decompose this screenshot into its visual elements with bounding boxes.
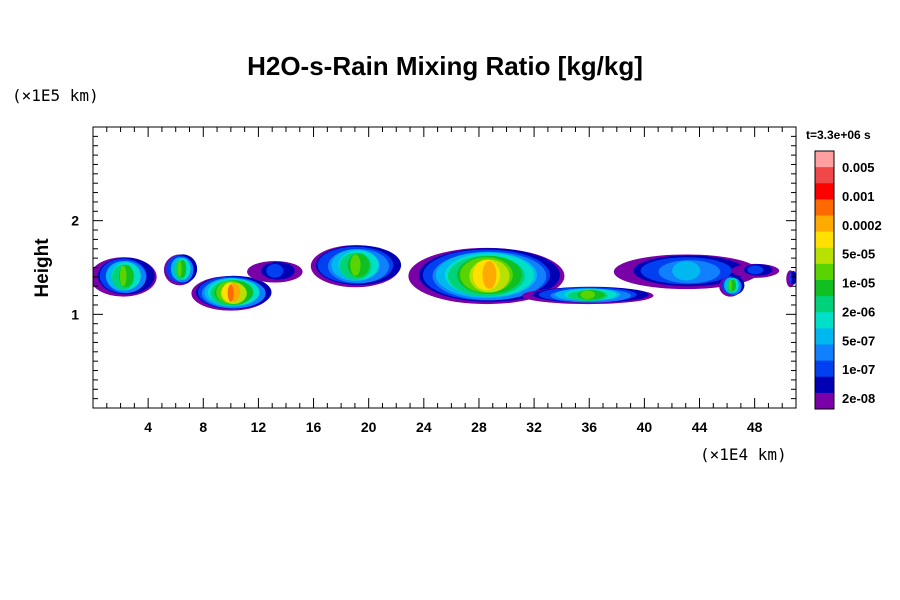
colorbar-label: 1e-05: [842, 276, 875, 291]
contour-level: [227, 284, 234, 302]
rain-region: [522, 286, 654, 305]
rain-field: [93, 245, 796, 311]
colorbar-label: 2e-06: [842, 304, 875, 319]
x-tick-label: 24: [416, 419, 432, 435]
contour-level: [177, 261, 182, 277]
contour-level: [482, 261, 497, 289]
colorbar-swatch: [815, 247, 834, 265]
x-tick-label: 16: [306, 419, 322, 435]
x-tick-label: 44: [692, 419, 708, 435]
colorbar-swatch: [815, 296, 834, 313]
colorbar-label: 5e-05: [842, 247, 875, 262]
contour-level: [672, 261, 701, 281]
y-axis-title: Height: [32, 238, 53, 298]
rain-region: [719, 275, 745, 297]
y-tick-label: 2: [71, 213, 79, 229]
colorbar-swatch: [815, 231, 834, 249]
colorbar-swatch: [815, 263, 834, 281]
colorbar-swatch: [815, 280, 834, 297]
colorbar-label: 0.001: [842, 189, 875, 204]
chart-title: H2O-s-Rain Mixing Ratio [kg/kg]: [247, 51, 643, 81]
colorbar-swatch: [815, 215, 834, 233]
x-tick-label: 40: [637, 419, 653, 435]
contour-level: [788, 272, 792, 284]
colorbar: 0.005 0.001 0.0002 5e-05 1e-05 2e-06 5e-07 1e-0…: [814, 150, 882, 410]
x-tick-label: 20: [361, 419, 377, 435]
y-axis: 12: [71, 135, 796, 400]
colorbar-swatch: [815, 328, 834, 345]
x-tick-label: 36: [581, 419, 597, 435]
colorbar-label: 5e-07: [842, 333, 875, 348]
x-tick-label: 32: [526, 419, 542, 435]
contour-level: [730, 279, 736, 292]
colorbar-label: 1e-07: [842, 362, 875, 377]
x-tick-label: 28: [471, 419, 487, 435]
time-label: t=3.3e+06 s: [806, 128, 871, 142]
rain-region: [408, 247, 565, 305]
colorbar-frame: [814, 150, 835, 410]
x-tick-label: 4: [144, 419, 152, 435]
rain-region: [613, 254, 759, 290]
contour-level: [747, 265, 764, 275]
colorbar-swatch: [815, 183, 834, 200]
colorbar-swatch: [815, 392, 834, 410]
x-tick-label: 8: [199, 419, 207, 435]
colorbar-label: 0.0002: [842, 218, 882, 233]
contour-level: [350, 254, 361, 276]
colorbar-swatch: [815, 312, 834, 329]
contour-level: [790, 270, 796, 285]
rain-region: [163, 254, 198, 286]
x-tick-label: 48: [747, 419, 763, 435]
y-unit-label: (×1E5 km): [12, 86, 99, 105]
colorbar-swatch: [815, 344, 834, 362]
colorbar-swatch: [815, 360, 834, 378]
x-tick-label: 12: [251, 419, 267, 435]
x-unit-label: (×1E4 km): [700, 445, 787, 464]
colorbar-swatch: [815, 167, 834, 184]
rain-region: [786, 270, 796, 288]
colorbar-swatch: [815, 199, 834, 216]
contour-level: [729, 280, 732, 291]
contour-level: [266, 263, 284, 278]
colorbar-swatch: [815, 376, 834, 394]
x-axis: 4 8 12 16 20 24 28 32 36 40 44 48: [106, 127, 783, 435]
y-tick-label: 1: [71, 306, 79, 322]
colorbar-label: 0.005: [842, 160, 875, 175]
contour-level: [119, 265, 127, 286]
colorbar-swatch: [815, 151, 834, 168]
rain-region: [247, 261, 303, 283]
rain-region: [731, 263, 780, 278]
rain-region: [310, 245, 402, 288]
rain-region: [191, 275, 272, 311]
rain-region: [93, 257, 157, 297]
colorbar-label: 2e-08: [842, 391, 875, 406]
contour-level: [580, 290, 595, 299]
